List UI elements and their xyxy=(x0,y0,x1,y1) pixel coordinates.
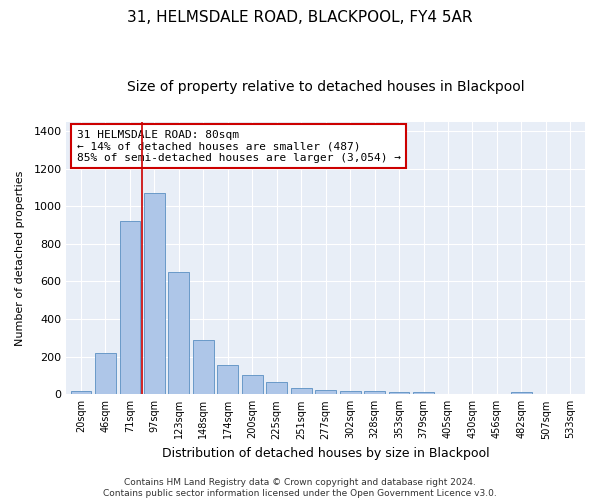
Title: Size of property relative to detached houses in Blackpool: Size of property relative to detached ho… xyxy=(127,80,524,94)
Bar xyxy=(242,376,263,394)
Bar xyxy=(389,392,409,394)
X-axis label: Distribution of detached houses by size in Blackpool: Distribution of detached houses by size … xyxy=(162,447,490,460)
Bar xyxy=(266,382,287,394)
Text: 31, HELMSDALE ROAD, BLACKPOOL, FY4 5AR: 31, HELMSDALE ROAD, BLACKPOOL, FY4 5AR xyxy=(127,10,473,25)
Bar xyxy=(119,222,140,394)
Bar xyxy=(217,365,238,394)
Bar xyxy=(95,353,116,395)
Text: 31 HELMSDALE ROAD: 80sqm
← 14% of detached houses are smaller (487)
85% of semi-: 31 HELMSDALE ROAD: 80sqm ← 14% of detach… xyxy=(77,130,401,163)
Bar xyxy=(193,340,214,394)
Bar xyxy=(291,388,311,394)
Text: Contains HM Land Registry data © Crown copyright and database right 2024.
Contai: Contains HM Land Registry data © Crown c… xyxy=(103,478,497,498)
Bar xyxy=(144,193,165,394)
Bar xyxy=(413,392,434,394)
Bar xyxy=(315,390,336,394)
Bar xyxy=(364,392,385,394)
Bar xyxy=(340,390,361,394)
Y-axis label: Number of detached properties: Number of detached properties xyxy=(15,170,25,346)
Bar xyxy=(511,392,532,394)
Bar xyxy=(71,392,91,394)
Bar xyxy=(169,272,189,394)
